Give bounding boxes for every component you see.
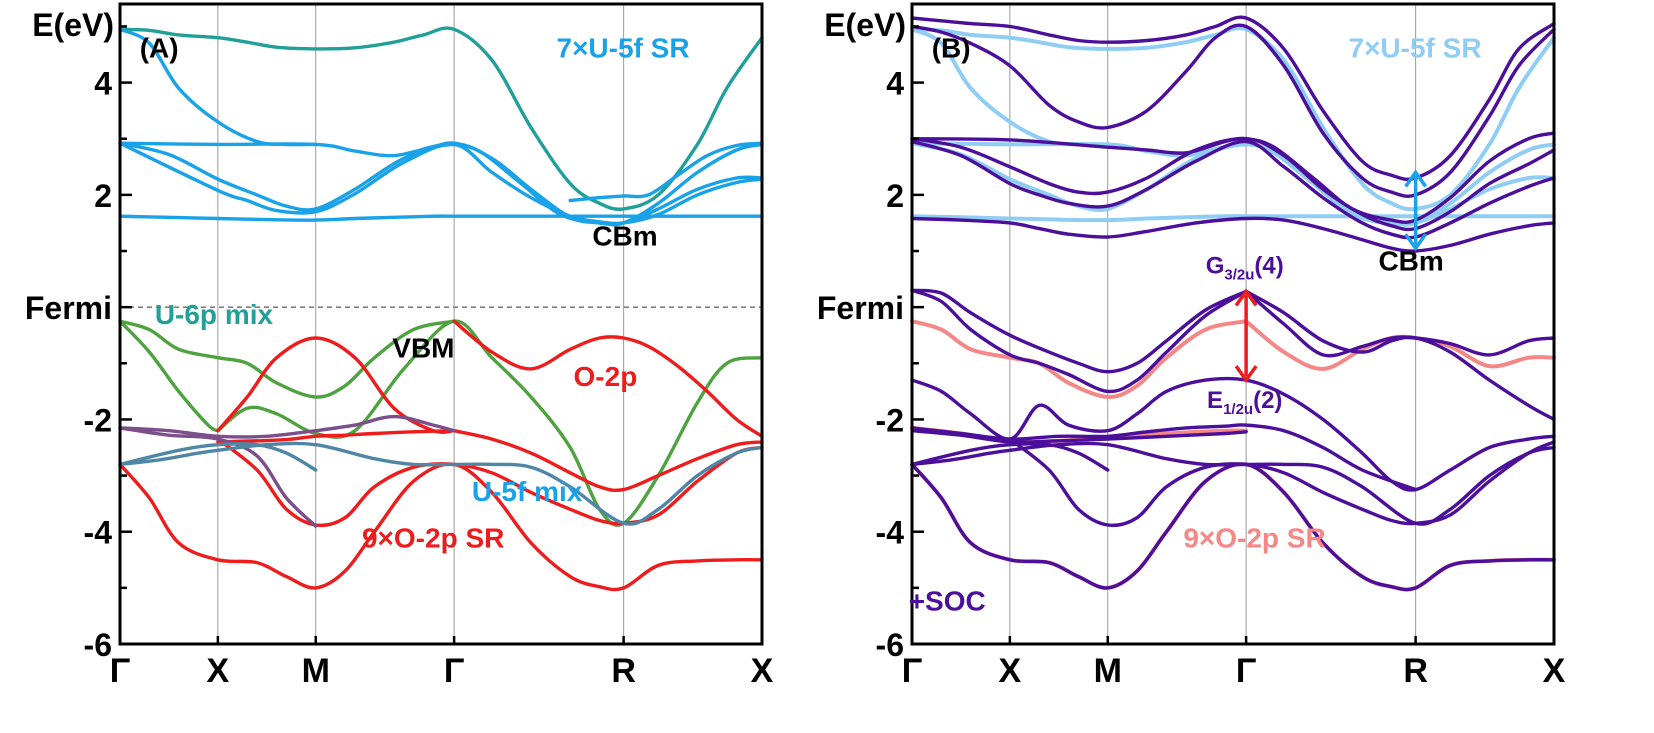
- annotation-label: VBM: [392, 333, 454, 364]
- y-tick-label: Fermi: [817, 290, 904, 326]
- band-line: [118, 26, 764, 211]
- band-line: [118, 141, 764, 226]
- band-line: [118, 442, 318, 472]
- annotation-label: U-5f mix: [472, 476, 583, 507]
- band-line: [118, 141, 764, 226]
- sr-band-line: [1244, 319, 1556, 371]
- band-line: [568, 141, 764, 203]
- sr-band-line: [910, 319, 1249, 400]
- x-tick-label-X: X: [999, 652, 1022, 690]
- y-tick-label: -2: [876, 402, 904, 438]
- band-line: [910, 15, 1556, 182]
- gap-arrow-head-top: [1404, 169, 1428, 188]
- annotation-label: 9×O-2p SR: [362, 522, 504, 553]
- band-line: [452, 319, 764, 438]
- y-tick-label: 2: [886, 178, 904, 214]
- gap-arrow-head-bottom: [1404, 233, 1428, 252]
- state-label-main: G: [1206, 252, 1225, 279]
- band-line: [216, 336, 456, 435]
- y-tick-label: -2: [84, 402, 112, 438]
- band-line: [910, 288, 1248, 374]
- band-line: [910, 23, 1556, 198]
- band-line: [216, 437, 764, 528]
- annotation-label: 9×O-2p SR: [1183, 522, 1325, 553]
- state-label-degeneracy: (4): [1254, 252, 1283, 279]
- y-tick-label: Fermi: [25, 290, 112, 326]
- x-tick-label-M: M: [1094, 652, 1122, 690]
- annotation-label: 7×U-5f SR: [1349, 32, 1482, 63]
- x-tick-label-Γ: Γ: [1236, 652, 1256, 690]
- y-tick-label: 2: [94, 178, 112, 214]
- annotation-label: CBm: [1378, 246, 1443, 277]
- gap-arrow-head-top: [1234, 288, 1258, 307]
- x-tick-label-X: X: [751, 652, 774, 690]
- x-tick-label-Γ: Γ: [110, 652, 130, 690]
- band-line: [910, 288, 1248, 394]
- y-tick-label: -4: [876, 515, 905, 551]
- y-tick-label: -6: [84, 627, 112, 663]
- y-axis-label: E(eV): [32, 7, 114, 43]
- annotation-label: (B): [932, 32, 971, 63]
- band-line: [910, 442, 1110, 472]
- band-line: [118, 441, 764, 526]
- annotation-label: O-2p: [574, 361, 638, 392]
- annotation-label: (A): [140, 32, 179, 63]
- y-axis-label: E(eV): [824, 7, 906, 43]
- band-line: [118, 414, 456, 439]
- x-tick-label-R: R: [1403, 652, 1428, 690]
- annotation-label: +SOC: [909, 585, 986, 616]
- gap-arrow-head-bottom: [1234, 365, 1258, 384]
- band-line: [910, 139, 1556, 240]
- band-line: [910, 136, 1556, 232]
- state-label: G3/2u(4): [1206, 252, 1284, 283]
- y-tick-label: -4: [84, 515, 113, 551]
- band-line: [216, 429, 456, 444]
- state-label: E1/2u(2): [1207, 387, 1282, 418]
- state-label-subscript: 1/2u: [1223, 401, 1253, 418]
- annotation-label: 7×U-5f SR: [557, 32, 690, 63]
- band-line: [452, 429, 764, 493]
- state-label-degeneracy: (2): [1253, 387, 1282, 414]
- band-line: [216, 319, 764, 527]
- state-label-main: E: [1207, 387, 1223, 414]
- band-line: [910, 216, 1556, 253]
- x-tick-label-Γ: Γ: [902, 652, 922, 690]
- y-tick-label: 4: [94, 66, 112, 102]
- sr-band-line: [910, 141, 1556, 227]
- sr-band-line: [910, 26, 1556, 212]
- x-tick-label-X: X: [1543, 652, 1566, 690]
- x-tick-label-Γ: Γ: [444, 652, 464, 690]
- state-label-subscript: 3/2u: [1224, 266, 1254, 283]
- plot-frame: [910, 2, 1556, 646]
- x-tick-label-X: X: [207, 652, 230, 690]
- x-tick-label-M: M: [302, 652, 330, 690]
- y-tick-label: 4: [886, 66, 904, 102]
- plot-frame: [118, 2, 764, 646]
- annotation-label: U-6p mix: [155, 299, 274, 330]
- x-tick-label-R: R: [611, 652, 636, 690]
- band-line: [1244, 289, 1556, 358]
- band-line: [910, 462, 1556, 592]
- band-line: [1244, 289, 1556, 422]
- band-line: [118, 214, 764, 222]
- band-line: [910, 441, 1556, 526]
- y-tick-label: -6: [876, 627, 904, 663]
- band-line: [1008, 437, 1556, 528]
- sr-band-line: [910, 214, 1556, 223]
- band-line: [910, 429, 1248, 444]
- annotation-label: CBm: [592, 220, 657, 251]
- band-line: [118, 319, 220, 433]
- band-line: [118, 319, 456, 399]
- band-line: [118, 462, 764, 592]
